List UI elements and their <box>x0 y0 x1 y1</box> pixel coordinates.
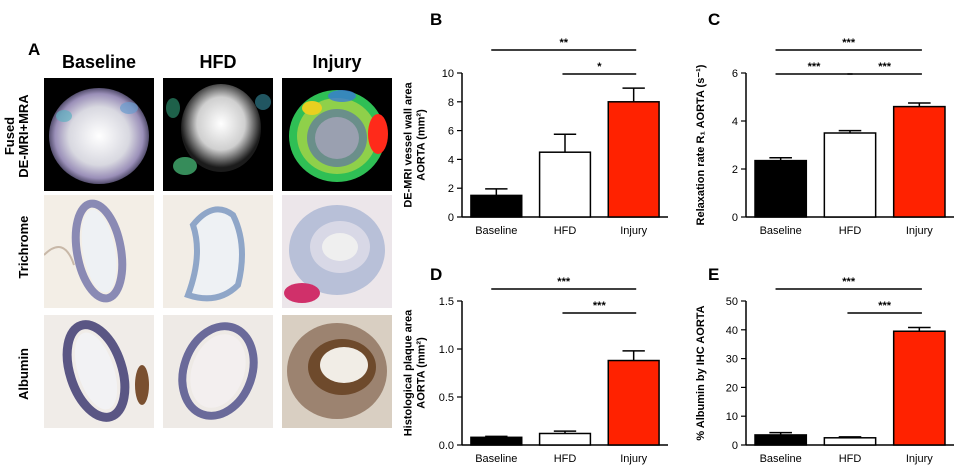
trichrome-baseline-drawing <box>44 199 127 303</box>
y-tick-label: 30 <box>726 354 738 366</box>
x-tick-label: HFD <box>554 225 577 237</box>
albumin-image-baseline <box>44 315 154 428</box>
trichrome-image-injury <box>282 195 392 308</box>
significance-label: *** <box>842 37 856 49</box>
albumin-baseline-drawing <box>62 320 149 422</box>
y-tick-label: 20 <box>726 382 738 394</box>
y-tick-label: 40 <box>726 325 738 337</box>
trichrome-hfd-drawing <box>184 206 245 302</box>
y-tick-label: 50 <box>726 296 738 308</box>
y-axis-label: DE-MRI vessel wall area <box>403 81 415 207</box>
mri-baseline-drawing <box>49 88 149 184</box>
y-tick-label: 0.5 <box>439 392 454 404</box>
x-tick-label: Baseline <box>475 453 517 465</box>
x-tick-label: Injury <box>906 453 933 465</box>
bar-baseline <box>470 194 523 218</box>
bar-injury <box>607 359 660 446</box>
bar-baseline <box>470 436 523 446</box>
x-tick-label: Baseline <box>760 225 802 237</box>
y-tick-label: 1.0 <box>439 344 454 356</box>
row-header-fused-line2: DE-MRI+MRA <box>16 94 31 178</box>
row-header-trichrome: Trichrome <box>16 215 31 279</box>
bar-injury <box>607 101 660 218</box>
albumin-hfd-drawing <box>178 322 258 420</box>
bar-baseline <box>754 434 808 446</box>
albumin-image-injury <box>282 315 392 428</box>
significance-label: *** <box>593 300 607 312</box>
y-tick-label: 4 <box>448 154 454 166</box>
y-axis-label: AORTA (mm²) <box>416 109 428 181</box>
row-header-fused-line1: Fused <box>2 116 17 156</box>
chart-c: 0 2 4 6 Relaxation rate R₁ AORTA (s⁻¹) Baseli… <box>695 37 954 237</box>
y-tick-label: 4 <box>732 116 738 128</box>
mri-image-injury <box>282 78 392 191</box>
x-tick-label: Injury <box>906 225 933 237</box>
albumin-image-hfd <box>163 315 273 428</box>
y-tick-label: 8 <box>448 97 454 109</box>
panel-label-d: D <box>430 265 443 284</box>
bar-hfd <box>538 432 592 446</box>
trichrome-image-baseline <box>44 195 154 308</box>
y-axis-label: % Albumin by IHC AORTA <box>695 305 707 440</box>
chart-e: 0 10 20 30 40 50 % Albumin by IHC AORTA Baselin… <box>695 276 954 465</box>
y-tick-label: 2 <box>448 183 454 195</box>
column-header-injury: Injury <box>312 52 362 72</box>
x-tick-label: Baseline <box>475 225 517 237</box>
y-tick-label: 10 <box>442 68 454 80</box>
trichrome-image-hfd <box>163 195 273 308</box>
y-tick-label: 10 <box>726 411 738 423</box>
column-header-hfd: HFD <box>199 52 237 72</box>
albumin-injury-drawing <box>287 323 387 419</box>
mri-injury-drawing <box>289 90 388 182</box>
row-header-albumin: Albumin <box>16 348 31 400</box>
significance-label: ** <box>559 37 568 49</box>
mri-image-hfd <box>163 78 273 191</box>
trichrome-injury-drawing <box>284 205 385 303</box>
panel-label-a: A <box>28 40 41 59</box>
bar-baseline <box>754 159 808 218</box>
y-tick-label: 1.5 <box>439 296 454 308</box>
chart-b: 0 2 4 6 8 10 DE-MRI vessel wall area AORTA (mm²… <box>403 37 668 237</box>
row-header-fused: Fused DE-MRI+MRA <box>2 81 31 191</box>
y-tick-label: 6 <box>732 68 738 80</box>
x-tick-label: Injury <box>620 225 647 237</box>
bar-hfd <box>823 132 877 218</box>
y-tick-label: 0 <box>732 212 738 224</box>
panel-label-e: E <box>708 265 720 284</box>
mri-hfd-drawing <box>166 84 271 175</box>
y-tick-label: 0.0 <box>439 440 454 452</box>
significance-label: * <box>597 61 602 73</box>
bar-hfd <box>823 437 877 446</box>
y-axis-label: AORTA (mm²) <box>416 337 428 409</box>
bar-injury <box>892 105 946 218</box>
y-tick-label: 6 <box>448 126 454 138</box>
x-tick-label: Injury <box>620 453 647 465</box>
significance-label: *** <box>878 61 892 73</box>
y-tick-label: 0 <box>732 440 738 452</box>
y-axis-label: Histological plaque area <box>403 309 415 436</box>
significance-label: *** <box>808 61 822 73</box>
mri-image-baseline <box>44 78 154 191</box>
x-tick-label: HFD <box>839 225 862 237</box>
y-tick-label: 0 <box>448 212 454 224</box>
significance-label: *** <box>557 276 571 288</box>
y-axis-label: Relaxation rate R₁ AORTA (s⁻¹) <box>695 64 707 225</box>
significance-label: *** <box>842 276 856 288</box>
x-tick-label: HFD <box>554 453 577 465</box>
bar-injury <box>892 330 946 446</box>
panel-label-c: C <box>708 10 721 29</box>
x-tick-label: Baseline <box>760 453 802 465</box>
bar-hfd <box>538 151 592 218</box>
chart-d: 0.0 0.5 1.0 1.5 Histological plaque area AORT… <box>403 276 668 465</box>
significance-label: *** <box>878 300 892 312</box>
panel-label-b: B <box>430 10 443 29</box>
y-tick-label: 2 <box>732 164 738 176</box>
x-tick-label: HFD <box>839 453 862 465</box>
column-header-baseline: Baseline <box>61 52 137 72</box>
